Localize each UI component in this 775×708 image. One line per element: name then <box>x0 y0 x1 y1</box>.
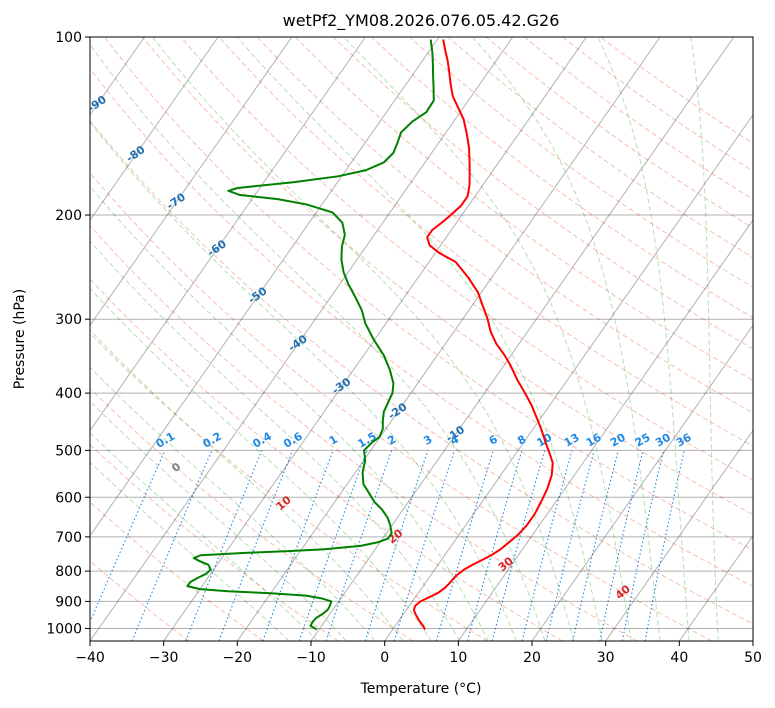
moist-adiabat <box>90 366 376 641</box>
y-tick-label: 400 <box>55 386 82 402</box>
dry-adiabat <box>90 224 638 641</box>
chart-title: wetPf2_YM08.2026.076.05.42.G26 <box>283 11 560 31</box>
mixing-ratio-line <box>262 450 334 641</box>
dry-adiabat <box>295 37 753 382</box>
y-axis: 100 200 300 400 500 600 700 800 900 1000 <box>46 30 90 637</box>
y-tick-label: 100 <box>55 30 82 46</box>
isotherm <box>90 37 514 641</box>
mixing-ratio-line <box>466 450 523 641</box>
mixing-ratio-line <box>621 450 665 641</box>
y-tick-label: 900 <box>55 594 82 610</box>
plot-background <box>90 37 753 641</box>
y-tick-label: 600 <box>55 490 82 506</box>
x-tick-label: 30 <box>597 650 615 666</box>
profile-lines <box>186 39 554 631</box>
dewpoint-profile <box>186 39 435 631</box>
isotherm <box>90 37 440 537</box>
x-tick-label: −40 <box>75 650 105 666</box>
x-axis-label: Temperature (°C) <box>360 681 482 697</box>
y-tick-label: 300 <box>55 312 82 328</box>
isotherm <box>531 324 753 641</box>
isotherm <box>236 37 661 641</box>
x-tick-label: −30 <box>149 650 179 666</box>
mixing-ratio-line <box>572 450 619 641</box>
mixing-ratio-line <box>90 450 166 624</box>
moist-adiabat <box>90 185 489 641</box>
mixing-ratio-line <box>364 450 429 641</box>
moist-adiabat <box>690 37 719 641</box>
isotherm <box>0 37 71 641</box>
dry-adiabat <box>90 278 563 641</box>
mixing-ratio-line <box>644 450 685 641</box>
isotherm <box>90 37 366 432</box>
isotherms <box>0 37 753 641</box>
dry-adiabat <box>90 387 414 641</box>
y-tick-label: 700 <box>55 530 82 546</box>
isotherm <box>90 37 219 221</box>
moist-adiabat <box>343 37 632 641</box>
moist-adiabat <box>152 37 575 641</box>
x-tick-label: −20 <box>223 650 253 666</box>
x-tick-label: 40 <box>670 650 688 666</box>
moist-adiabat <box>90 432 319 641</box>
moist-adiabat <box>472 37 661 641</box>
y-tick-label: 1000 <box>46 621 82 637</box>
isotherm <box>163 37 587 641</box>
dry-adiabat <box>90 501 264 641</box>
dry-adiabats <box>90 37 753 641</box>
x-axis: −40 −30 −20 −10 0 10 20 30 40 50 <box>75 641 762 666</box>
temperature-profile <box>412 39 554 631</box>
mixing-ratio-line <box>298 450 368 641</box>
x-tick-label: 0 <box>380 650 389 666</box>
moist-adiabat <box>90 287 432 641</box>
isotherm <box>90 37 293 327</box>
x-tick-label: 10 <box>449 650 467 666</box>
mixing-ratio-lines <box>90 450 685 641</box>
dry-adiabat <box>447 37 753 259</box>
y-tick-label: 200 <box>55 208 82 224</box>
dry-adiabat <box>218 37 753 447</box>
moist-adiabat <box>90 43 546 641</box>
dry-adiabat <box>104 37 753 551</box>
x-tick-label: −10 <box>296 650 326 666</box>
moist-adiabat <box>236 37 603 641</box>
mixing-ratio-line <box>131 450 213 641</box>
isotherm <box>678 534 753 641</box>
dry-adiabat <box>371 37 753 319</box>
mixing-ratio-line <box>599 450 644 641</box>
mixing-ratio-line <box>491 450 546 641</box>
plot-frame <box>89 36 754 642</box>
mixing-ratio-line <box>435 450 494 641</box>
mixing-ratio-line <box>545 450 595 641</box>
x-tick-label: 50 <box>744 650 762 666</box>
dry-adiabat <box>524 37 753 201</box>
moist-adiabat <box>597 37 690 641</box>
isotherm <box>457 219 753 641</box>
moist-adiabats <box>90 37 719 641</box>
x-tick-label: 20 <box>523 650 541 666</box>
moist-adiabat <box>90 400 347 641</box>
y-tick-label: 500 <box>55 443 82 459</box>
dry-adiabat <box>562 37 753 172</box>
dry-adiabat <box>333 37 753 350</box>
moist-adiabat <box>90 240 461 641</box>
pressure-gridlines <box>90 37 753 629</box>
mixing-ratio-line <box>521 450 573 641</box>
dry-adiabat <box>90 119 753 625</box>
dry-adiabat <box>90 332 488 641</box>
isotherm-label: -100 <box>42 43 72 70</box>
isotherm <box>605 429 753 641</box>
dry-adiabat <box>142 37 753 516</box>
isotherm <box>752 640 753 641</box>
y-axis-label: Pressure (hPa) <box>12 289 28 389</box>
isotherm <box>384 113 753 641</box>
mixing-ratio-line <box>393 450 456 641</box>
moist-adiabat <box>90 461 290 641</box>
dry-adiabat <box>90 68 753 588</box>
y-tick-label: 800 <box>55 564 82 580</box>
dry-adiabat <box>90 172 712 641</box>
dry-adiabat <box>90 443 339 641</box>
